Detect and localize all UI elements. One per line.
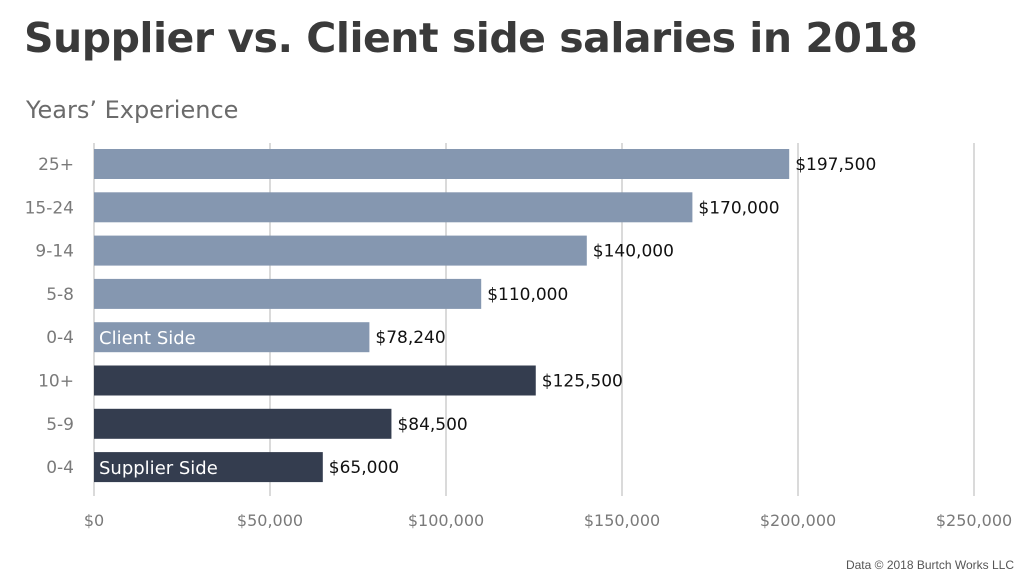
value-labels: $197,500 $170,000 $140,000 $110,000 $78,240 $… [329, 155, 877, 478]
category-label: 0-4 [46, 458, 74, 478]
chart-title: Supplier vs. Client side salaries in 201… [24, 14, 918, 62]
data-credit: Data © 2018 Burtch Works LLC [845, 558, 1014, 572]
x-tick-label: $150,000 [584, 511, 660, 530]
x-tick-label: $250,000 [936, 511, 1012, 530]
group-label-client: Client Side [99, 328, 196, 349]
bar-supplier [94, 408, 392, 439]
value-label: $65,000 [329, 458, 399, 478]
bars: Client Side Supplier Side [94, 149, 790, 483]
bar-client [94, 322, 370, 353]
x-tick-label: $0 [84, 511, 104, 530]
category-label: 10+ [38, 372, 74, 392]
category-label: 9-14 [35, 242, 74, 262]
group-label-supplier: Supplier Side [99, 458, 218, 479]
category-label: 5-8 [46, 285, 74, 305]
value-label: $110,000 [487, 285, 568, 305]
value-label: $125,500 [542, 372, 623, 392]
bar-client [94, 235, 587, 266]
y-axis-ticks: 25+ 15-24 9-14 5-8 0-4 10+ 5-9 0-4 [25, 155, 74, 478]
bar-client [94, 149, 790, 179]
value-label: $78,240 [375, 328, 445, 348]
value-label: $170,000 [698, 198, 779, 218]
bar-client [94, 192, 693, 223]
bar-supplier [94, 365, 536, 396]
y-axis-title: Years’ Experience [26, 96, 239, 124]
x-axis-ticks: $0 $50,000 $100,000 $150,000 $200,000 $250,00… [84, 511, 1012, 530]
x-tick-label: $100,000 [408, 511, 484, 530]
value-label: $84,500 [397, 415, 467, 435]
bar-supplier [94, 452, 323, 483]
category-label: 0-4 [46, 328, 74, 348]
x-tick-label: $200,000 [760, 511, 836, 530]
category-label: 25+ [38, 155, 74, 175]
value-label: $140,000 [593, 242, 674, 262]
x-tick-label: $50,000 [237, 511, 303, 530]
category-label: 15-24 [25, 198, 74, 218]
value-label: $197,500 [795, 155, 876, 175]
category-label: 5-9 [46, 415, 74, 435]
bar-client [94, 278, 482, 309]
